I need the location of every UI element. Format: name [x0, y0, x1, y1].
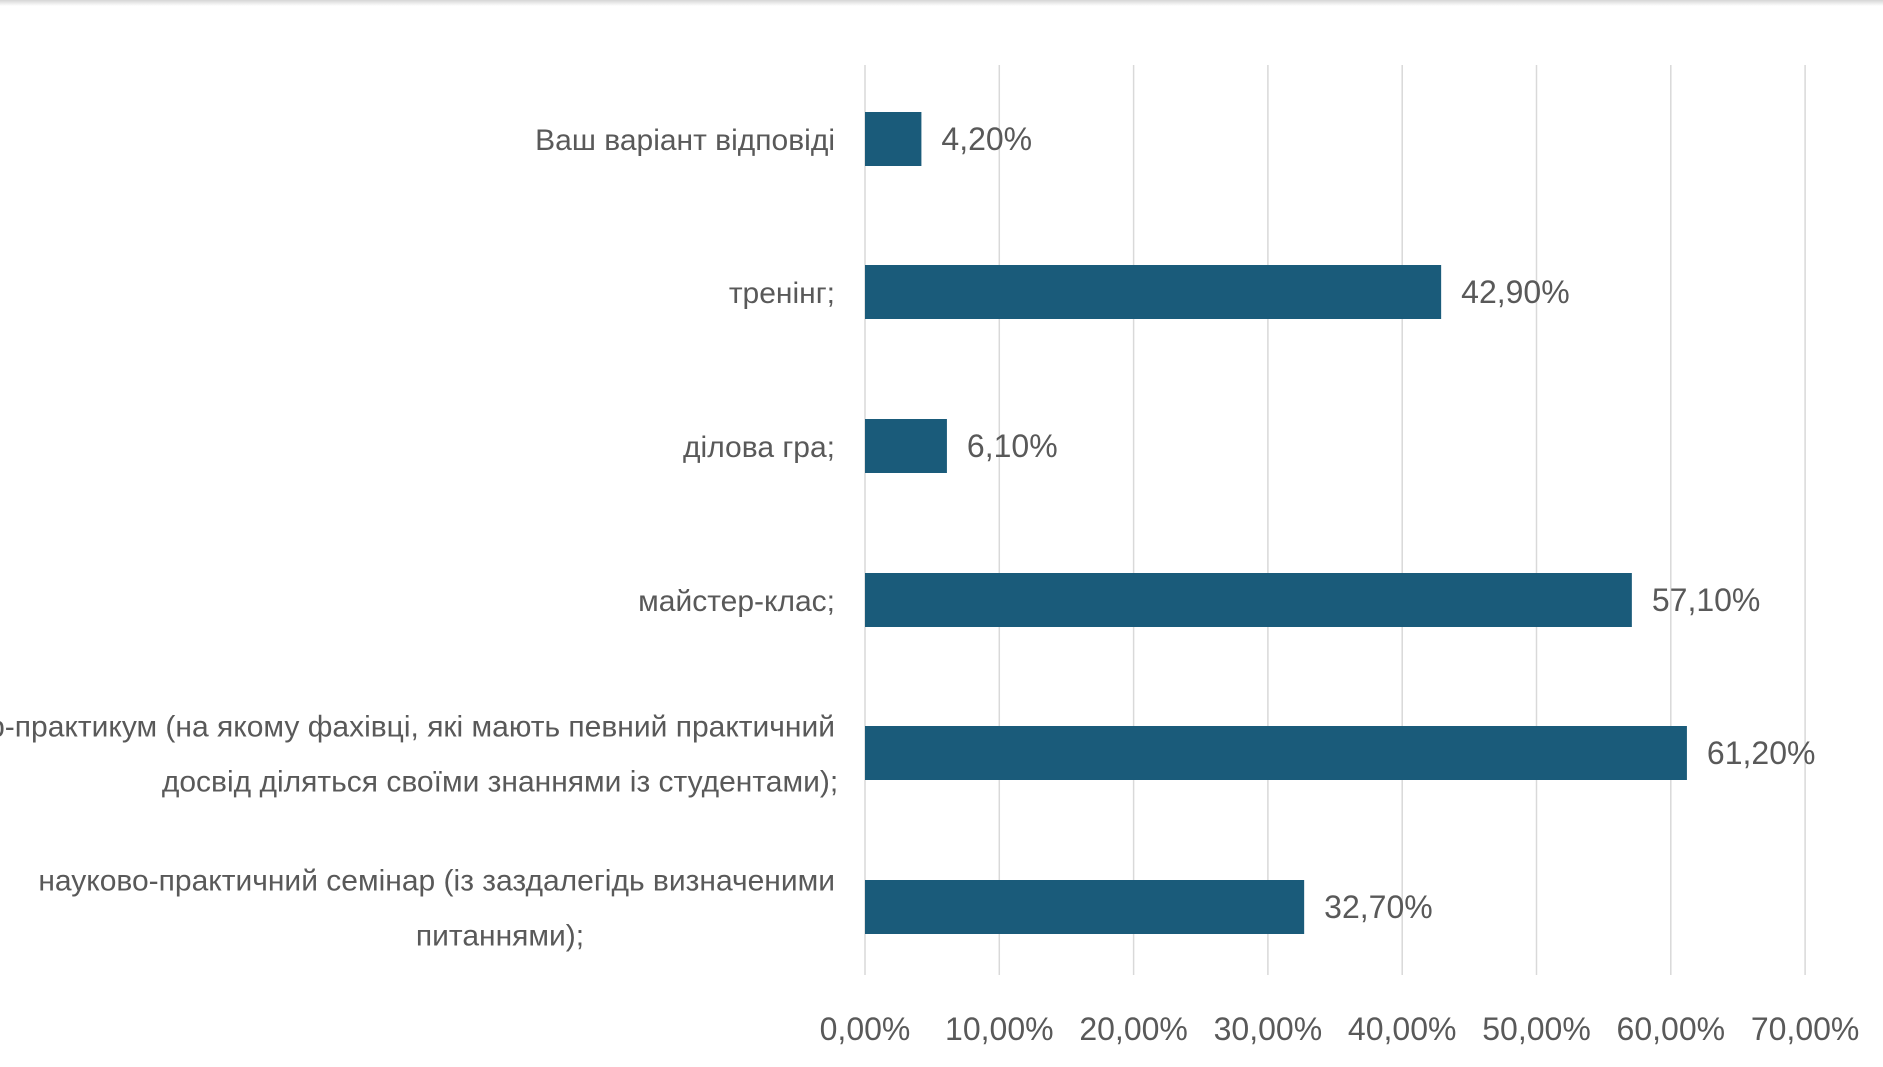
x-tick-label: 60,00%: [1617, 1011, 1726, 1047]
bar: [865, 112, 922, 166]
bar-value-label: 6,10%: [967, 428, 1058, 464]
bar: [865, 880, 1305, 934]
bar: [865, 419, 947, 473]
category-label: майстер-клас;: [638, 585, 835, 618]
category-label: науково-практичний семінар (із заздалегі…: [38, 865, 835, 898]
bar: [865, 726, 1687, 780]
x-tick-label: 70,00%: [1751, 1011, 1860, 1047]
category-label: ділова гра;: [683, 431, 835, 464]
bar-value-label: 57,10%: [1652, 582, 1761, 618]
category-label: питаннями);: [416, 920, 584, 953]
bar-value-label: 61,20%: [1707, 735, 1816, 771]
x-tick-label: 10,00%: [945, 1011, 1054, 1047]
x-tick-label: 40,00%: [1348, 1011, 1457, 1047]
x-tick-label: 50,00%: [1482, 1011, 1591, 1047]
bar-value-label: 4,20%: [941, 121, 1032, 157]
category-label: Ваш варіант відповіді: [535, 124, 835, 157]
bar-value-label: 32,70%: [1324, 889, 1433, 925]
bar: [865, 573, 1632, 627]
x-tick-label: 30,00%: [1214, 1011, 1323, 1047]
top-divider: [0, 0, 1883, 6]
category-label: досвід діляться своїми знаннями із студе…: [162, 766, 838, 799]
category-label: семінар-практикум (на якому фахівці, які…: [0, 711, 835, 744]
bar-value-label: 42,90%: [1461, 274, 1570, 310]
x-tick-label: 0,00%: [820, 1011, 911, 1047]
bar: [865, 265, 1442, 319]
x-tick-label: 20,00%: [1079, 1011, 1188, 1047]
category-label: тренінг;: [729, 277, 835, 310]
